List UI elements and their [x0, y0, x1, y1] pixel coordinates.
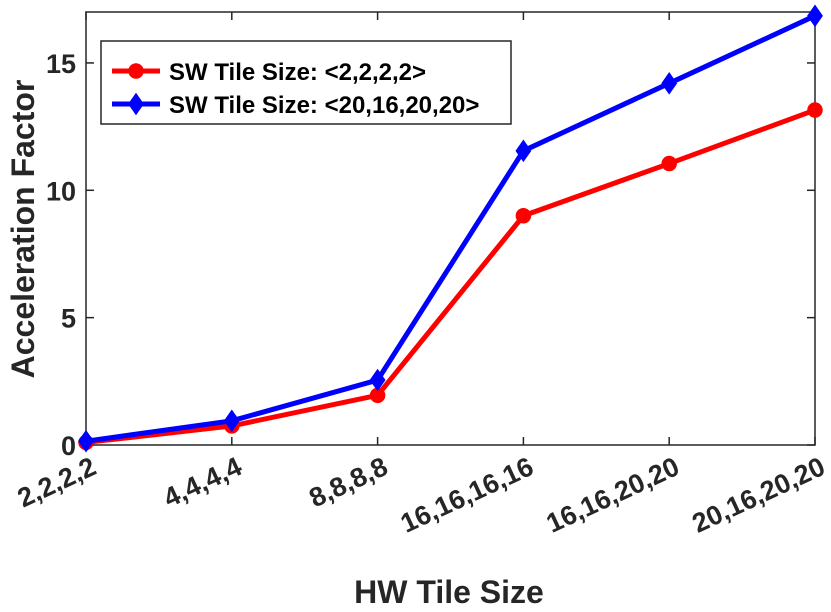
data-point	[369, 368, 386, 392]
series-line	[85, 13, 817, 444]
legend-entry-label: SW Tile Size: <20,16,20,20>	[169, 92, 479, 119]
x-axis-label: HW Tile Size	[354, 574, 544, 610]
data-point	[661, 155, 677, 172]
y-axis-label: Acceleration Factor	[5, 80, 41, 379]
x-tick-label: 20,16,20,20	[688, 451, 830, 538]
x-tick-label: 4,4,4,4	[159, 451, 247, 513]
series-2	[78, 4, 823, 453]
series-1	[78, 102, 823, 451]
legend-marker	[128, 63, 144, 79]
data-point	[807, 102, 823, 118]
y-tick-label: 5	[61, 304, 76, 334]
y-tick-label: 10	[46, 176, 76, 206]
y-axis-ticks: 0 5 10 15	[46, 49, 815, 461]
legend-entry-label: SW Tile Size: <2,2,2,2>	[169, 59, 426, 86]
data-point	[807, 4, 823, 28]
legend-marker	[128, 92, 144, 116]
legend: SW Tile Size: <2,2,2,2> SW Tile Size: <20…	[100, 40, 512, 125]
data-point	[515, 208, 532, 224]
x-tick-label: 16,16,16,16	[396, 451, 538, 538]
data-point	[78, 429, 94, 453]
x-tick-label: 16,16,20,20	[542, 451, 684, 538]
series-line	[85, 107, 816, 445]
legend-box	[100, 40, 512, 125]
series-group	[78, 4, 823, 453]
data-point	[661, 72, 678, 95]
y-tick-label: 0	[61, 431, 76, 461]
x-tick-label: 8,8,8,8	[305, 451, 393, 513]
data-point	[515, 139, 532, 163]
y-tick-label: 15	[46, 49, 76, 79]
data-point	[223, 409, 240, 433]
x-tick-label: 2,2,2,2	[13, 451, 101, 513]
plot-frame	[85, 11, 816, 446]
plot-axes	[85, 11, 816, 446]
